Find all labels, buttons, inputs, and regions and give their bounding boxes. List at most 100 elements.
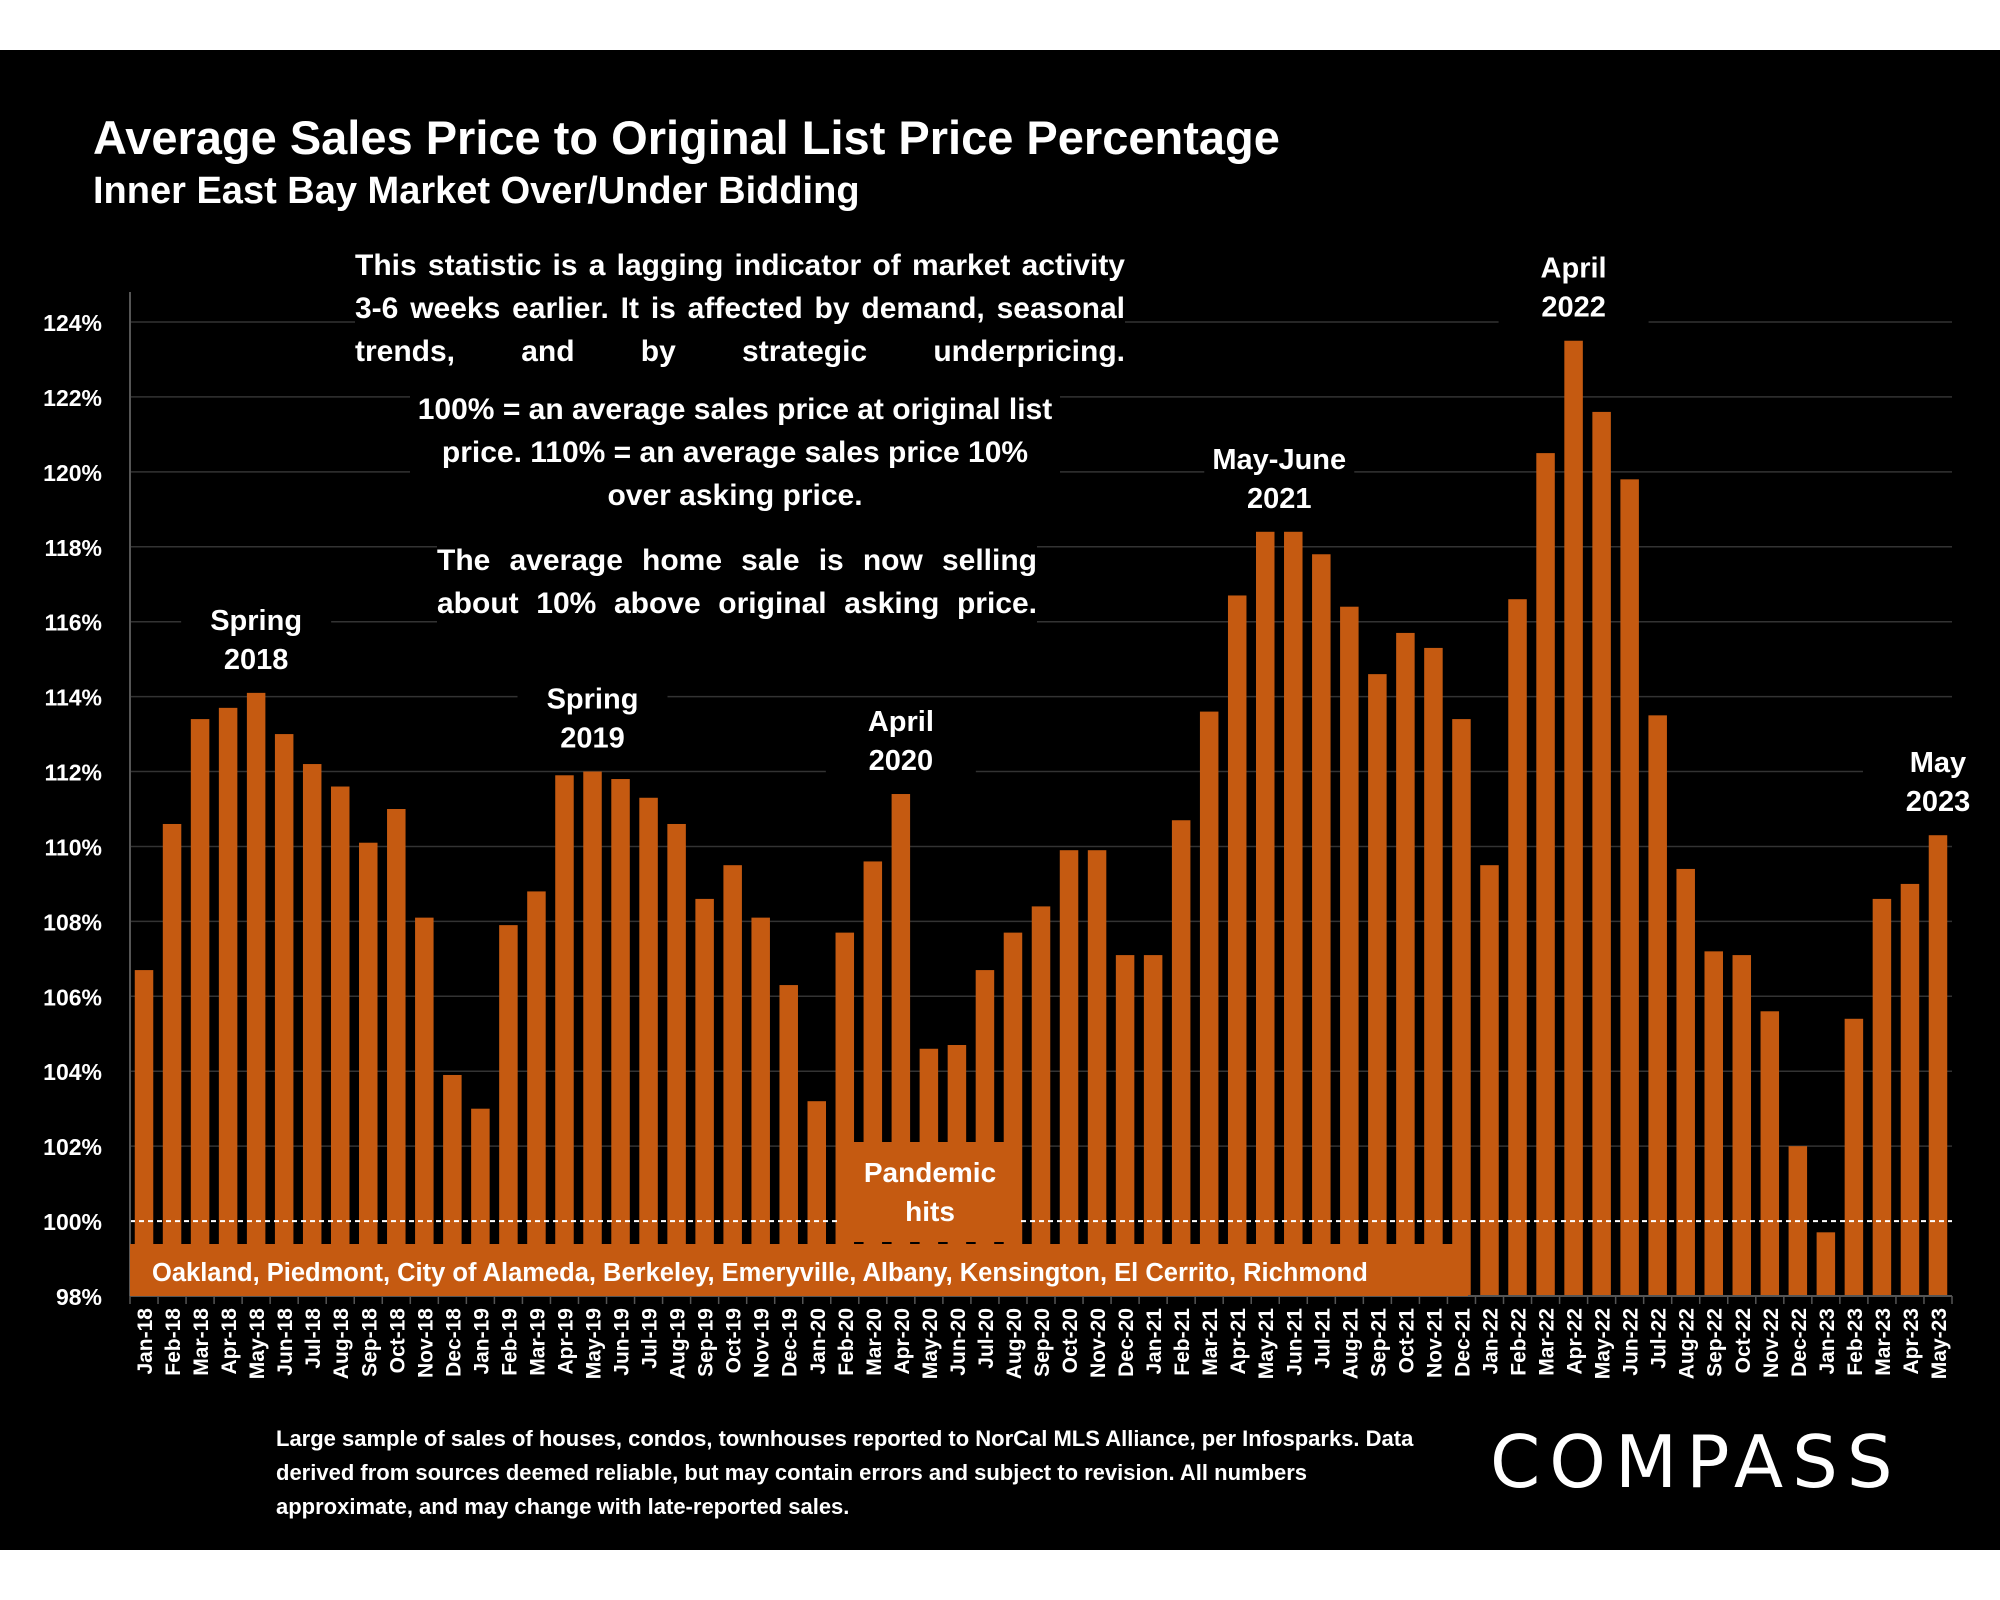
- bar-Oct-22: [1732, 955, 1752, 1296]
- bar-Jan-21: [1143, 955, 1163, 1296]
- note-lagging-indicator: This statistic is a lagging indicator of…: [355, 244, 1125, 373]
- x-tick-label: Jun-21: [1283, 1308, 1306, 1376]
- x-tick-label: Jan-18: [134, 1308, 157, 1375]
- footnote: Large sample of sales of houses, condos,…: [276, 1426, 1414, 1519]
- x-tick-label: Oct-20: [1059, 1308, 1082, 1373]
- x-tick-label: Nov-22: [1760, 1308, 1783, 1378]
- y-tick-label: 110%: [44, 834, 102, 860]
- bar-Mar-18: [190, 719, 210, 1296]
- bar-Jun-18: [274, 734, 294, 1296]
- bar-Jul-21: [1312, 554, 1331, 1296]
- x-tick-label: Aug-20: [1003, 1308, 1026, 1379]
- bar-May-21: [1255, 531, 1275, 1296]
- x-tick-label: Aug-19: [667, 1308, 690, 1379]
- y-tick-label: 106%: [43, 984, 102, 1010]
- bar-Feb-21: [1171, 820, 1191, 1296]
- bar-Dec-18: [443, 1074, 462, 1296]
- x-tick-label: May-22: [1592, 1308, 1615, 1379]
- bar-Aug-18: [330, 786, 350, 1296]
- x-tick-label: Apr-22: [1564, 1308, 1587, 1375]
- bar-Dec-21: [1452, 719, 1471, 1296]
- slide: Average Sales Price to Original List Pri…: [0, 50, 2000, 1550]
- x-tick-label: Nov-20: [1087, 1308, 1110, 1378]
- x-tick-label: May-20: [919, 1308, 942, 1379]
- annotation-bg: [181, 597, 332, 682]
- annotation-bg: [825, 699, 976, 784]
- bar-Jul-19: [639, 797, 658, 1296]
- y-tick-label: 104%: [43, 1059, 102, 1085]
- x-tick-label: Jun-19: [611, 1308, 634, 1376]
- x-tick-label: Oct-21: [1395, 1308, 1418, 1374]
- bar-Apr-22: [1564, 340, 1583, 1296]
- x-tick-label: Jul-20: [975, 1308, 998, 1369]
- peak-annotation: Spring: [210, 605, 302, 637]
- peak-annotation: 2020: [869, 745, 934, 777]
- x-tick-label: Apr-18: [218, 1308, 241, 1375]
- x-tick-label: Oct-22: [1732, 1308, 1755, 1373]
- bar-Apr-23: [1900, 883, 1920, 1296]
- x-tick-label: Apr-23: [1900, 1308, 1923, 1375]
- bars: [134, 340, 1948, 1297]
- peak-annotation: 2022: [1541, 292, 1606, 324]
- y-tick-label: 122%: [43, 385, 102, 411]
- bar-Jan-23: [1816, 1232, 1836, 1296]
- bar-Mar-23: [1872, 898, 1892, 1296]
- x-tick-label: Feb-18: [162, 1308, 185, 1376]
- x-tick-label: Oct-18: [386, 1308, 409, 1374]
- x-tick-label: Aug-18: [330, 1308, 353, 1379]
- x-tick-label: Dec-18: [442, 1308, 465, 1377]
- peak-annotation: 2019: [560, 723, 625, 755]
- peak-annotation: April: [868, 706, 934, 738]
- annotations: Oakland, Piedmont, City of Alameda, Berk…: [130, 245, 2000, 1296]
- region-band: [130, 1244, 1468, 1296]
- x-tick-label: Sep-18: [358, 1308, 381, 1377]
- bar-Oct-18: [387, 809, 406, 1296]
- bar-Sep-18: [359, 842, 378, 1296]
- bar-Nov-19: [751, 917, 770, 1296]
- x-tick-label: Jan-21: [1143, 1308, 1166, 1375]
- bar-Mar-19: [527, 891, 546, 1296]
- x-tick-label: Mar-20: [863, 1308, 886, 1376]
- x-tick-label: Apr-19: [554, 1308, 577, 1375]
- x-tick-label: Jun-20: [947, 1308, 970, 1376]
- pandemic-label: hits: [905, 1196, 955, 1227]
- bar-Nov-21: [1424, 647, 1443, 1296]
- x-tick-label: Oct-19: [723, 1308, 746, 1373]
- x-tick-label: Nov-18: [414, 1308, 437, 1378]
- x-tick-label: Feb-20: [835, 1308, 858, 1376]
- y-tick-label: 100%: [43, 1209, 102, 1235]
- note-definition: 100% = an average sales price at origina…: [410, 388, 1060, 517]
- x-tick-label: Mar-21: [1199, 1308, 1222, 1376]
- x-tick-label: Mar-22: [1536, 1308, 1559, 1376]
- bar-May-18: [246, 692, 266, 1296]
- bar-Jun-21: [1284, 531, 1303, 1296]
- x-tick-label: Feb-21: [1171, 1308, 1194, 1376]
- x-tick-label: Jul-19: [639, 1308, 662, 1369]
- annotation-bg: [1498, 245, 1649, 330]
- x-tick-label: Sep-19: [695, 1308, 718, 1377]
- x-tick-label: Mar-23: [1872, 1308, 1895, 1376]
- bar-Apr-21: [1227, 595, 1247, 1296]
- x-tick-label: May-19: [583, 1308, 606, 1379]
- bar-Mar-22: [1536, 453, 1555, 1297]
- chart-title: Average Sales Price to Original List Pri…: [93, 111, 1280, 164]
- annotation-bg: [517, 676, 668, 761]
- x-tick-label: May-18: [246, 1308, 269, 1380]
- x-tick-label: Jan-20: [807, 1308, 830, 1375]
- x-tick-label: Jul-22: [1648, 1308, 1671, 1369]
- bar-May-19: [583, 771, 602, 1296]
- x-tick-label: Feb-19: [498, 1308, 521, 1376]
- bar-Feb-23: [1844, 1018, 1864, 1296]
- x-tick-label: Apr-20: [891, 1308, 914, 1375]
- bar-May-22: [1592, 411, 1611, 1296]
- x-tick-label: Sep-21: [1367, 1308, 1390, 1377]
- bar-Dec-19: [779, 985, 798, 1296]
- bar-Jun-22: [1620, 479, 1639, 1296]
- x-tick-label: Jan-19: [470, 1308, 493, 1375]
- y-tick-label: 98%: [56, 1284, 102, 1310]
- x-tick-label: Jun-18: [274, 1308, 297, 1376]
- peak-annotation: Spring: [547, 684, 639, 716]
- x-tick-label: Apr-21: [1227, 1308, 1250, 1375]
- y-tick-label: 118%: [44, 535, 102, 561]
- x-tick-label: Aug-21: [1339, 1308, 1362, 1379]
